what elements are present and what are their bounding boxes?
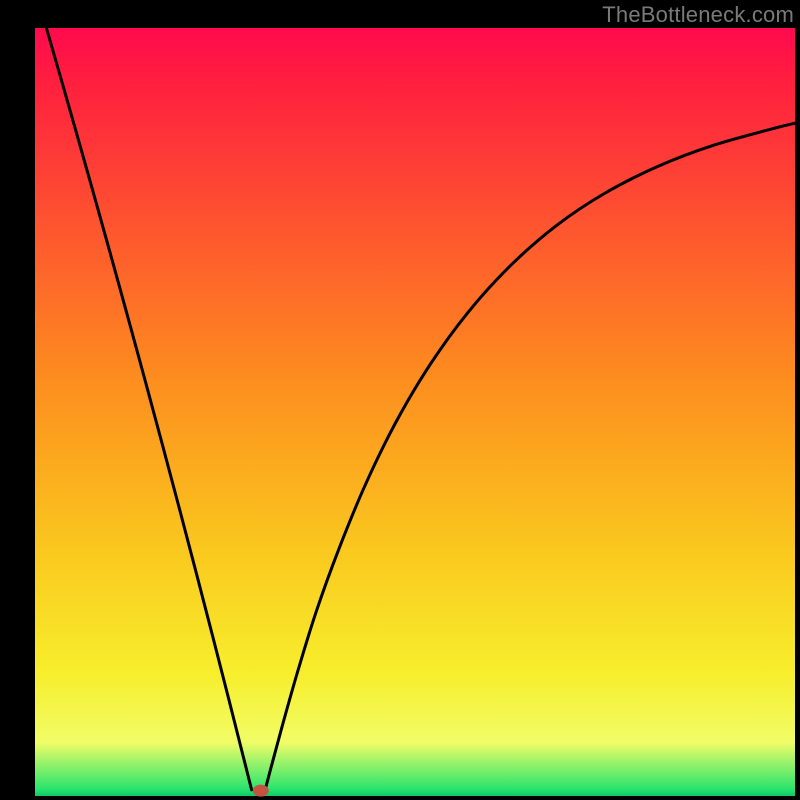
plot-gradient-area: [35, 28, 795, 796]
watermark-text: TheBottleneck.com: [602, 2, 794, 28]
minimum-marker: [253, 785, 269, 797]
bottleneck-curve-svg: [35, 28, 795, 796]
curve-right-branch: [265, 123, 795, 792]
curve-left-branch: [46, 28, 251, 790]
